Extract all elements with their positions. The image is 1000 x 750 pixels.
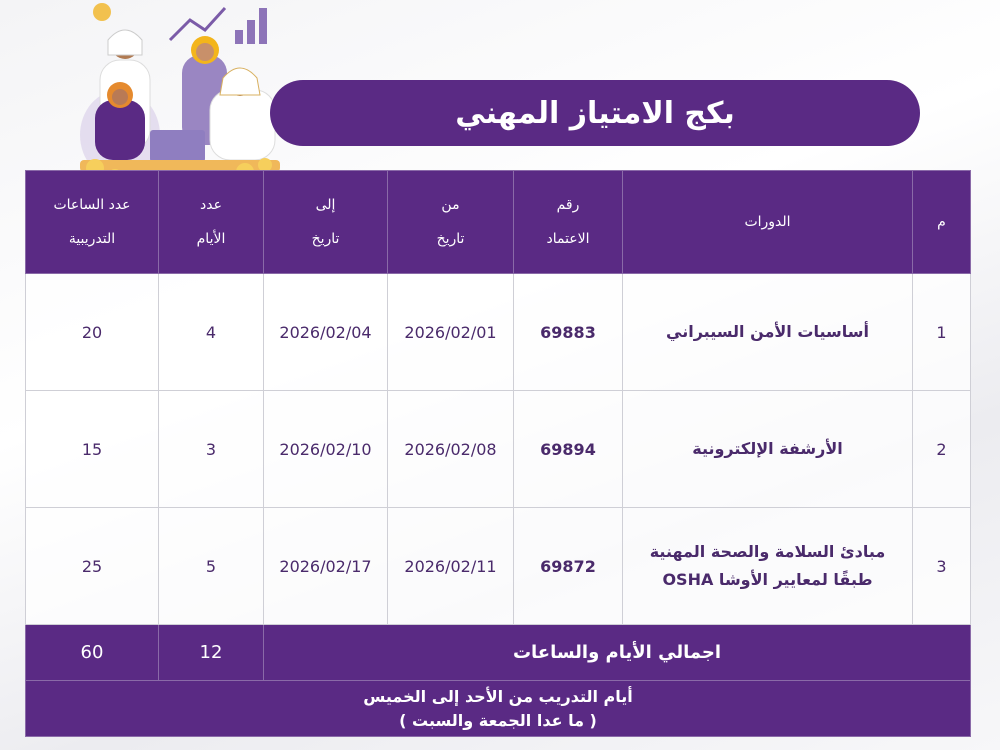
cell: 2 [912, 390, 971, 508]
cell: 2026/02/11 [387, 507, 514, 625]
total-label: اجمالي الأيام والساعات [263, 624, 971, 681]
cell: 2026/02/10 [263, 390, 388, 508]
header-text: تاريخ [311, 231, 340, 247]
cell: 25 [25, 507, 159, 625]
total-hours: 60 [25, 624, 159, 681]
header-text: تاريخ [436, 231, 465, 247]
header-cell: الدورات [622, 170, 913, 274]
header-text: م [937, 214, 946, 230]
header-text: الأيام [196, 231, 226, 247]
header-cell: م [912, 170, 971, 274]
header-text: إلى [315, 197, 336, 213]
cell: 5 [158, 507, 264, 625]
cell: 2026/02/08 [387, 390, 514, 508]
header-text: من [441, 197, 460, 213]
header-cell: من تاريخ [387, 170, 514, 274]
course-row: 1 أساسيات الأمن السيبراني 69883 2026/02/01 2… [25, 273, 971, 391]
course-row: 2 الأرشفة الإلكترونية 69894 2026/02/08 2026/… [25, 390, 971, 508]
cell: 2026/02/17 [263, 507, 388, 625]
header-cell: عدد الأيام [158, 170, 264, 274]
title: بكج الامتياز المهني [455, 95, 735, 131]
header-cell: إلى تاريخ [263, 170, 388, 274]
course-text: مبادئ السلامة والصحة المهنية [649, 542, 886, 561]
course-cell: مبادئ السلامة والصحة المهنية طبقًا لمعايي… [622, 507, 913, 625]
cell: 4 [158, 273, 264, 391]
total-row: اجمالي الأيام والساعات 12 60 [25, 624, 971, 681]
header-text: عدد [200, 197, 222, 213]
cell: 20 [25, 273, 159, 391]
course-text: طبقًا لمعايير الأوشا OSHA [662, 570, 873, 589]
cell: 69872 [513, 507, 623, 625]
course-cell: الأرشفة الإلكترونية [622, 390, 913, 508]
header-text: الدورات [744, 214, 791, 230]
header-cell: عدد الساعات التدريبية [25, 170, 159, 274]
note-text: أيام التدريب من الأحد إلى الخميس [363, 686, 633, 706]
cell: 15 [25, 390, 159, 508]
cell: 3 [158, 390, 264, 508]
header-cell: رقم الاعتماد [513, 170, 623, 274]
header-text: الاعتماد [546, 231, 590, 247]
note-row: أيام التدريب من الأحد إلى الخميس ( ما عدا… [25, 680, 971, 737]
cell: 2026/02/01 [387, 273, 514, 391]
header-text: عدد الساعات [53, 197, 131, 213]
course-row: 3 مبادئ السلامة والصحة المهنية طبقًا لمعاي… [25, 507, 971, 625]
note-text: ( ما عدا الجمعة والسبت ) [399, 710, 597, 730]
cell: 2026/02/04 [263, 273, 388, 391]
course-text: أساسيات الأمن السيبراني [666, 322, 869, 341]
header-row: م الدورات رقم الاعتماد من تاريخ إلى تاريخ عدد الأ… [25, 170, 971, 274]
total-days: 12 [158, 624, 264, 681]
title-banner: بكج الامتياز المهني [270, 80, 920, 146]
note-cell: أيام التدريب من الأحد إلى الخميس ( ما عدا… [25, 680, 971, 737]
header-text: رقم [556, 197, 580, 213]
course-cell: أساسيات الأمن السيبراني [622, 273, 913, 391]
cell: 3 [912, 507, 971, 625]
illustration [80, 3, 280, 183]
courses-table: م الدورات رقم الاعتماد من تاريخ إلى تاريخ عدد الأ… [25, 170, 971, 737]
cell: 69894 [513, 390, 623, 508]
cell: 69883 [513, 273, 623, 391]
header-text: التدريبية [68, 231, 116, 247]
course-text: الأرشفة الإلكترونية [692, 439, 843, 458]
cell: 1 [912, 273, 971, 391]
